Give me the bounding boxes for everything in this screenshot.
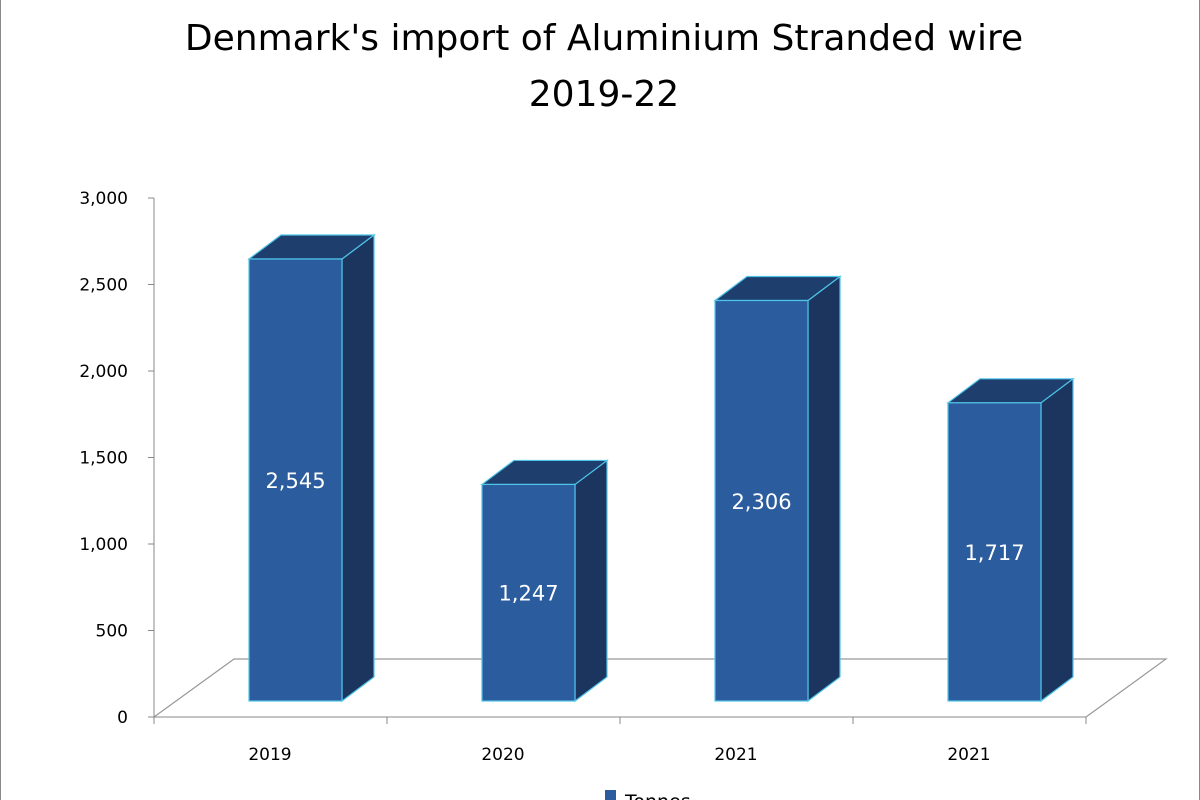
y-tick-label: 2,000 xyxy=(79,362,128,382)
bar-front-face xyxy=(481,483,576,702)
y-tick-label: 1,000 xyxy=(79,535,128,555)
bar-2020: 1,247 xyxy=(480,459,609,703)
bar-2021: 1,717 xyxy=(946,377,1075,703)
y-axis: 0 500 1,000 1,500 2,000 2,500 3,000 xyxy=(79,189,1087,728)
bar-side-face xyxy=(807,275,841,703)
data-label: 2,306 xyxy=(731,490,791,514)
chart-title-line-2: 2019-22 xyxy=(529,74,679,115)
legend-label-tonnes: Tonnes xyxy=(624,791,691,800)
legend-swatch-tonnes xyxy=(605,790,616,800)
bar-2021: 2,306 xyxy=(713,275,842,703)
bar-side-face xyxy=(341,233,375,703)
y-tick-label: 500 xyxy=(96,622,128,642)
bar-2019: 2,545 xyxy=(247,233,376,703)
bars: 2,545 1,247 2,306 1,717 xyxy=(247,233,1075,703)
x-axis-labels: 2019 2020 2021 2021 xyxy=(248,745,990,765)
y-tick-label: 2,500 xyxy=(79,276,128,296)
legend: Tonnes xyxy=(605,790,691,800)
data-label: 1,247 xyxy=(498,582,558,606)
x-tick-label: 2019 xyxy=(248,745,291,765)
y-tick-label: 0 xyxy=(117,708,128,728)
data-label: 1,717 xyxy=(964,541,1024,565)
x-tick-label: 2021 xyxy=(947,745,990,765)
bar-side-face xyxy=(574,459,608,703)
floor-outline xyxy=(153,658,1168,718)
x-tick-label: 2020 xyxy=(481,745,524,765)
y-tick-label: 3,000 xyxy=(79,189,128,209)
bar-front-face xyxy=(714,299,809,702)
chart-floor xyxy=(153,658,1168,718)
y-tick-label: 1,500 xyxy=(79,449,128,469)
x-tick-label: 2021 xyxy=(714,745,757,765)
chart-title-line-1: Denmark's import of Aluminium Stranded w… xyxy=(185,18,1023,59)
data-label: 2,545 xyxy=(265,469,325,493)
bar-side-face xyxy=(1040,377,1074,703)
bar-front-face xyxy=(248,258,343,702)
bar-front-face xyxy=(947,402,1042,702)
